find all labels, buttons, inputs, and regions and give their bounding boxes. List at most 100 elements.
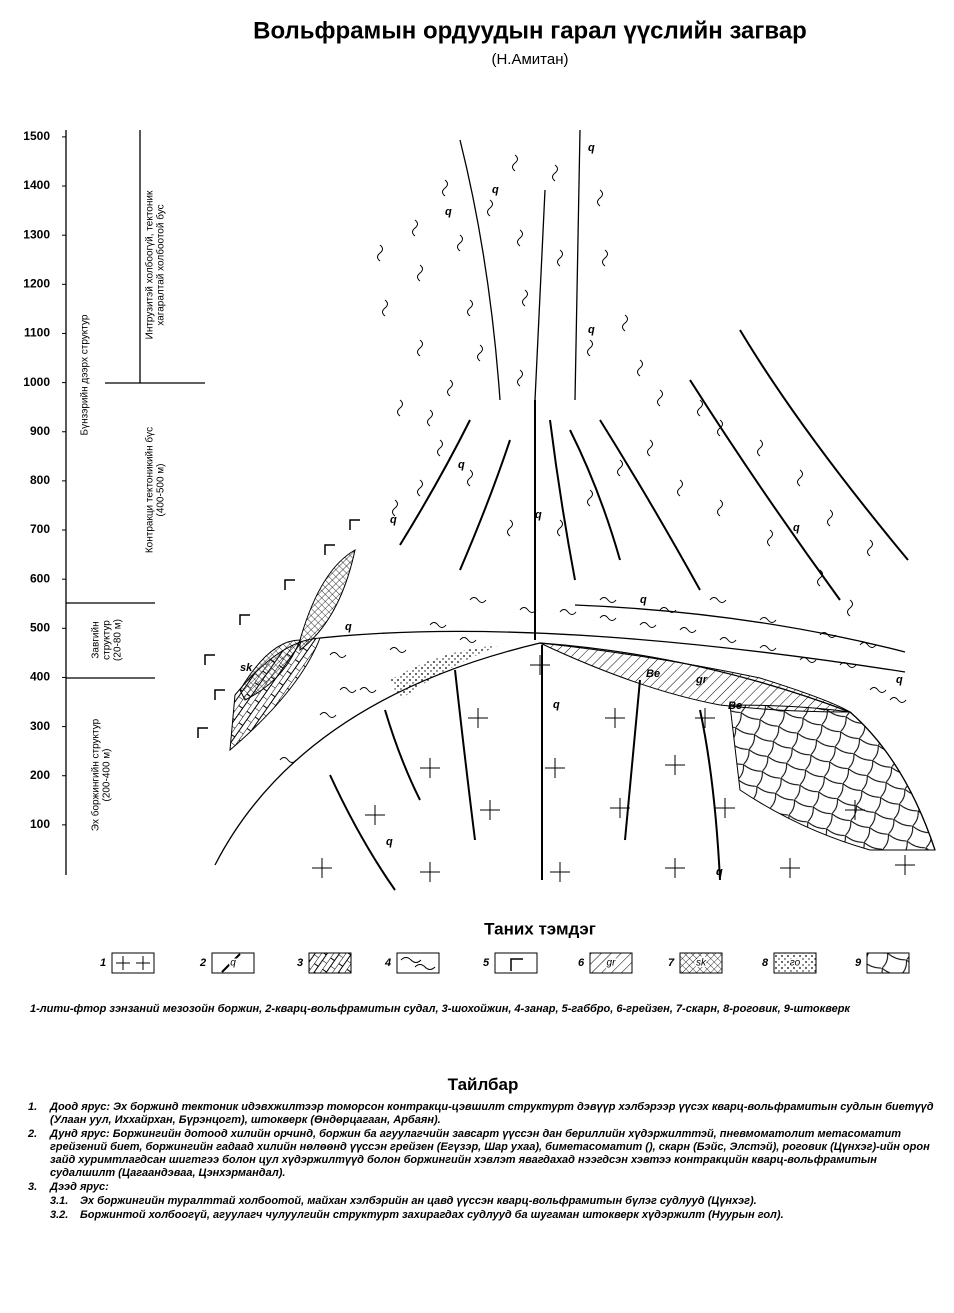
note-item: 1. Доод ярус: Эх боржинд тектоник идэвхжи…	[28, 1101, 938, 1127]
granite-symbol	[665, 858, 685, 878]
depth-tick-label: 1000	[23, 375, 50, 389]
schist-squiggle	[867, 539, 873, 557]
hornfels	[390, 645, 500, 700]
note-number: 3.	[28, 1181, 38, 1193]
note-number: 3.2.	[50, 1209, 69, 1221]
gabbro-symbol	[214, 689, 225, 700]
legend-swatch	[589, 952, 633, 974]
map-label: q	[896, 674, 903, 686]
schist-symbol	[709, 597, 727, 603]
schist-squiggle	[622, 314, 628, 332]
schist-symbol	[639, 622, 657, 628]
schist-symbol	[819, 632, 837, 638]
legend: Таних тэмдэг 1 2 q 3 4 5 6 gr 7 sk 8 го 9	[100, 919, 910, 974]
depth-tick-label: 1500	[23, 129, 50, 143]
map-label: q	[345, 621, 352, 633]
granite-symbol	[550, 862, 570, 882]
map-label: q	[445, 206, 452, 218]
schist-contact	[574, 604, 906, 653]
schist-symbol	[799, 657, 817, 663]
map-label: sk	[240, 662, 253, 674]
schist-symbol	[869, 687, 887, 693]
schist-squiggle	[677, 479, 683, 497]
schist-squiggle	[637, 359, 643, 377]
legend-swatch	[308, 952, 352, 974]
depth-tick-label: 400	[30, 670, 50, 684]
granite-symbol	[845, 800, 865, 820]
note-number: 1.	[28, 1101, 38, 1113]
schist-squiggle	[697, 399, 703, 417]
granite-symbol	[365, 805, 385, 825]
legend-number: 2	[199, 957, 206, 969]
schist-squiggle	[557, 519, 563, 537]
depth-tick-label: 1200	[23, 276, 50, 290]
schist-squiggle	[817, 569, 823, 587]
gabbro-symbol	[324, 544, 335, 555]
legend-swatch	[773, 952, 817, 974]
zone-label: хагаралтай холбоотой бус	[155, 204, 167, 325]
schist-symbol	[679, 627, 697, 633]
schist-symbol	[719, 637, 737, 643]
schist-squiggle	[557, 249, 563, 267]
diagram: Вольфрамын ордуудын гарал үүслийн загвар…	[23, 17, 936, 974]
granite-symbol	[480, 800, 500, 820]
legend-glyph	[221, 953, 241, 973]
legend-glyph	[510, 958, 523, 971]
greisen-body	[539, 642, 852, 713]
schist-symbol	[839, 662, 857, 668]
notes-title: Тайлбар	[447, 1075, 519, 1094]
granite-symbol	[605, 708, 625, 728]
schist-symbol	[359, 687, 377, 693]
map-label: q	[553, 699, 560, 711]
zone-label: Эх боржингийн структур	[90, 718, 102, 831]
depth-tick-label: 1400	[23, 178, 50, 192]
legend-symbol: го	[790, 958, 801, 969]
schist-symbol	[389, 647, 407, 653]
note-subitem: 3.2. Боржинтой холбоогүй, агуулагч чулуул…	[50, 1209, 938, 1222]
schist-squiggle	[617, 459, 623, 477]
notes: Тайлбар 1. Доод ярус: Эх боржинд тектоник…	[28, 1076, 938, 1223]
schist-symbol	[759, 617, 777, 623]
geologic-section: q q q q q q q q q q q q q q sk Be gr Be	[197, 129, 936, 891]
legend-symbol: gr	[607, 958, 617, 969]
schist-symbol	[319, 712, 337, 718]
zone-label: (20-80 м)	[113, 619, 124, 661]
map-label: Be	[646, 668, 660, 680]
depth-tick-label: 200	[30, 768, 50, 782]
granite-symbol	[530, 655, 550, 675]
stockwork	[729, 704, 936, 851]
note-item: 3. Дээд ярус:	[28, 1181, 938, 1194]
schist-squiggle	[437, 439, 443, 457]
schist-symbol	[429, 622, 447, 628]
schist-squiggle	[587, 339, 593, 357]
note-text: Боржинтой холбоогүй, агуулагч чулуулгийн…	[80, 1209, 784, 1221]
zone-label: Бүнзэрийн дээрх структур	[80, 314, 91, 435]
zone-label: (400-500 м)	[156, 463, 167, 516]
map-label: q	[588, 142, 595, 154]
legend-number: 8	[762, 957, 769, 969]
gabbro-symbol	[349, 519, 360, 530]
skarn	[239, 639, 301, 701]
schist-symbol	[889, 697, 907, 703]
legend-number: 7	[668, 957, 675, 969]
schist-squiggle	[717, 419, 723, 437]
subtitle: (Н.Амитан)	[491, 51, 568, 68]
schist-squiggle	[477, 344, 483, 362]
schist-squiggle	[507, 519, 513, 537]
legend-caption: 1-лити-фтор зэнзаний мезозойн боржин, 2-…	[30, 1003, 850, 1015]
depth-tick-label: 900	[30, 424, 50, 438]
schist-squiggle	[382, 299, 388, 317]
schist-symbol	[599, 615, 617, 621]
note-subitem: 3.1. Эх боржингийн туралттай холбоотой, м…	[50, 1195, 938, 1208]
schist-squiggle	[512, 154, 518, 172]
legend-symbol: sk	[696, 958, 707, 969]
map-label: q	[386, 836, 393, 848]
depth-tick-label: 800	[30, 473, 50, 487]
skarn	[299, 549, 356, 652]
zone-label: Контракци тектоникийн бүс	[144, 427, 156, 553]
depth-tick-label: 300	[30, 719, 50, 733]
schist-squiggle	[467, 299, 473, 317]
schist-squiggle	[827, 509, 833, 527]
schist-squiggle	[417, 479, 423, 497]
schist-squiggle	[552, 164, 558, 182]
